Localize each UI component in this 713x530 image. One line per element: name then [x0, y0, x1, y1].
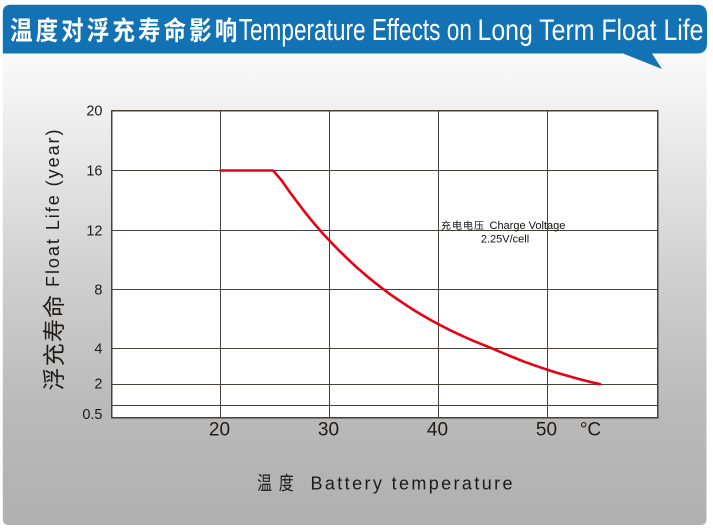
svg-text:40: 40 [427, 419, 448, 440]
svg-text:°C: °C [580, 419, 601, 440]
svg-text:2.25V/cell: 2.25V/cell [481, 233, 529, 245]
svg-text:16: 16 [86, 164, 102, 180]
svg-text:4: 4 [94, 342, 102, 358]
svg-text:20: 20 [209, 419, 230, 440]
svg-text:12: 12 [86, 224, 102, 240]
svg-text:50: 50 [536, 419, 557, 440]
svg-text:Battery temperature: Battery temperature [311, 474, 513, 494]
svg-text:Long Term Float Life: Long Term Float Life [478, 14, 704, 47]
svg-text:Float Life (year): Float Life (year) [43, 130, 63, 288]
svg-text:0.5: 0.5 [82, 407, 102, 423]
svg-text:20: 20 [86, 104, 102, 120]
svg-text:Charge Voltage: Charge Voltage [490, 220, 566, 232]
svg-text:2: 2 [94, 376, 102, 392]
svg-text:Temperature Effects on: Temperature Effects on [239, 12, 472, 47]
svg-text:30: 30 [318, 419, 339, 440]
svg-text:8: 8 [94, 283, 102, 299]
